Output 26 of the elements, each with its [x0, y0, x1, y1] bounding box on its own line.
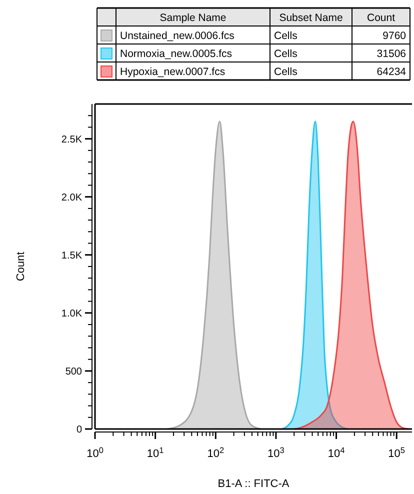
legend-label: Normoxia_new.0005.fcs: [120, 48, 232, 60]
text: Cells: [274, 66, 298, 78]
y-axis-title: Count: [15, 252, 27, 282]
x-axis-title: B1-A :: FITC-A: [218, 478, 290, 490]
text: Count: [366, 12, 396, 24]
legend-label: Unstained_new.0006.fcs: [120, 30, 234, 42]
x-tick-label: 10$^{2}$: [207, 446, 224, 460]
text: 64234: [376, 66, 406, 78]
text: 31506: [376, 48, 406, 60]
text: Subset Name: [279, 12, 343, 24]
text: Sample Name: [160, 12, 226, 24]
text: 9760: [382, 30, 406, 42]
y-tick-label: 2.5K: [61, 134, 82, 146]
legend-label: Hypoxia_new.0007.fcs: [120, 66, 226, 78]
y-tick-label: 1.0K: [61, 308, 82, 320]
x-tick-label: 10$^{1}$: [146, 446, 164, 460]
x-tick-label: 10$^{3}$: [268, 446, 285, 460]
y-tick-label: 500: [65, 366, 82, 378]
y-tick-label: 0: [76, 424, 82, 436]
text: Cells: [274, 30, 298, 42]
y-tick-label: 1.5K: [61, 250, 82, 262]
text: Cells: [274, 48, 298, 60]
x-tick-label: 10$^{4}$: [328, 446, 346, 460]
y-tick-label: 2.0K: [61, 192, 82, 204]
x-tick-label: 10$^{0}$: [86, 446, 104, 460]
x-tick-label: 10$^{5}$: [388, 446, 406, 460]
